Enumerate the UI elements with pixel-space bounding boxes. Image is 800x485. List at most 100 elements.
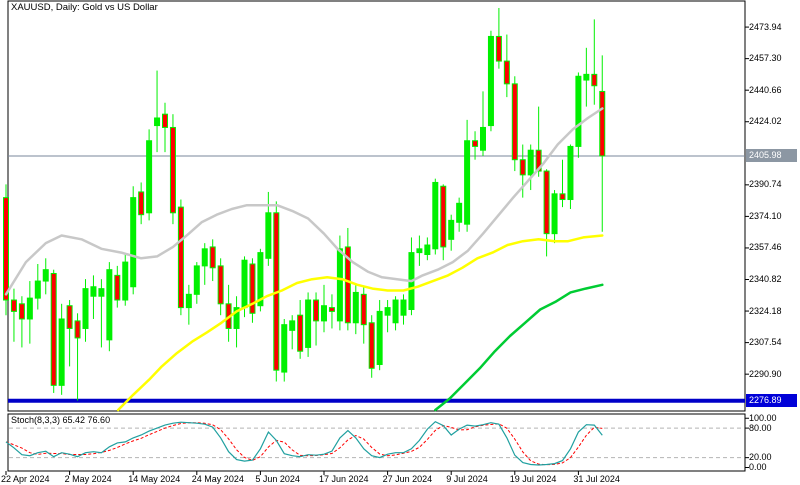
candle-body — [10, 299, 17, 312]
stoch-level-label: 80.00 — [749, 422, 772, 433]
candle-body — [146, 140, 153, 214]
candle-body — [241, 259, 248, 309]
candle-body — [122, 261, 129, 301]
candle-body — [432, 181, 439, 250]
candle-body — [543, 170, 550, 235]
candle-body — [591, 73, 598, 87]
candle-body — [559, 193, 566, 201]
candle-body — [511, 83, 518, 161]
candle-body — [50, 272, 57, 386]
support-price-badge: 2276.89 — [746, 394, 797, 408]
candle-body — [416, 248, 423, 254]
candle-body — [90, 286, 97, 297]
candle-body — [567, 145, 574, 201]
candle-body — [66, 305, 73, 329]
candle-body — [583, 73, 590, 81]
date-tick-label: 24 May 2024 — [191, 474, 244, 484]
candle-body — [233, 307, 240, 329]
ma-gray — [4, 107, 604, 296]
candle-body — [209, 246, 216, 269]
stoch-level-label: 20.00 — [749, 452, 772, 463]
candle-body — [313, 299, 320, 322]
indicator-label: Stoch(8,3,3) 65.42 76.60 — [11, 415, 111, 425]
candle-body — [169, 126, 176, 214]
price-tick-label: 2307.54 — [749, 337, 782, 348]
candle-body — [480, 126, 486, 151]
candle-body — [217, 265, 224, 305]
current-price-badge: 2405.98 — [746, 149, 797, 163]
candle-body — [448, 219, 455, 240]
price-tick-label: 2440.66 — [749, 84, 782, 95]
candle-body — [201, 248, 208, 267]
candle-body — [281, 324, 288, 373]
candle-body — [185, 293, 192, 309]
candle-body — [82, 288, 89, 329]
date-tick-label: 17 Jun 2024 — [319, 474, 369, 484]
price-tick-label: 2340.82 — [749, 274, 782, 284]
candle-body — [305, 299, 312, 348]
stoch-signal-line — [5, 422, 603, 466]
candle-body — [114, 274, 121, 301]
candle-body — [368, 322, 375, 369]
candle-body — [297, 314, 304, 352]
candle-body — [551, 193, 558, 235]
price-tick-label: 2357.46 — [749, 242, 782, 253]
axis-tick-marks — [5, 26, 749, 475]
candle-body — [424, 244, 431, 256]
stoch-level-label: 100.00 — [749, 412, 777, 423]
date-tick-label: 14 May 2024 — [128, 474, 181, 484]
date-tick-label: 31 Jul 2024 — [573, 474, 620, 484]
candles — [3, 8, 606, 401]
candle-body — [503, 60, 510, 85]
candle-body — [344, 246, 351, 324]
price-tick-label: 2457.30 — [749, 53, 782, 64]
price-tick-label: 2390.74 — [749, 179, 782, 190]
price-tick-label: 2424.02 — [749, 116, 782, 127]
candle-body — [472, 140, 479, 147]
candle-body — [440, 185, 447, 248]
stoch-level-label: 0.00 — [749, 462, 767, 472]
candle-body — [352, 291, 359, 324]
candle-body — [177, 206, 184, 309]
candle-body — [392, 299, 399, 324]
candle-body — [18, 303, 25, 320]
date-tick-label: 9 Jul 2024 — [446, 474, 488, 484]
candle-body — [74, 320, 81, 339]
candle-body — [58, 318, 65, 386]
candle-body — [138, 191, 145, 216]
candle-body — [360, 293, 367, 326]
candle-body — [575, 75, 582, 147]
candle-body — [249, 263, 256, 314]
price-tick-label: 2290.90 — [749, 368, 782, 379]
price-tick-label: 2374.10 — [749, 210, 782, 221]
candle-body — [328, 307, 335, 312]
candle-body — [495, 35, 502, 62]
ma-green — [434, 283, 604, 412]
candle-body — [26, 297, 33, 320]
candle-body — [384, 307, 391, 316]
main-chart-border — [7, 0, 746, 412]
candle-body — [527, 149, 534, 176]
date-tick-label: 5 Jun 2024 — [255, 474, 300, 484]
candle-body — [42, 269, 49, 282]
candle-body — [289, 320, 296, 331]
ma-yellow — [116, 234, 604, 412]
candle-body — [336, 248, 343, 322]
candle-body — [376, 310, 383, 365]
candle-body — [98, 288, 105, 297]
candle-body — [535, 149, 542, 172]
candle-body — [34, 280, 41, 299]
candle-body — [106, 269, 113, 341]
candle-body — [154, 117, 161, 127]
price-tick-label: 2324.18 — [749, 305, 782, 316]
candle-body — [130, 197, 137, 288]
date-tick-label: 2 May 2024 — [64, 474, 112, 484]
candle-body — [464, 140, 471, 225]
candle-body — [599, 90, 606, 157]
candle-body — [3, 197, 9, 301]
candle-body — [519, 159, 526, 176]
candle-body — [193, 265, 200, 295]
candle-body — [400, 299, 407, 316]
price-tick-label: 2473.94 — [749, 21, 782, 32]
